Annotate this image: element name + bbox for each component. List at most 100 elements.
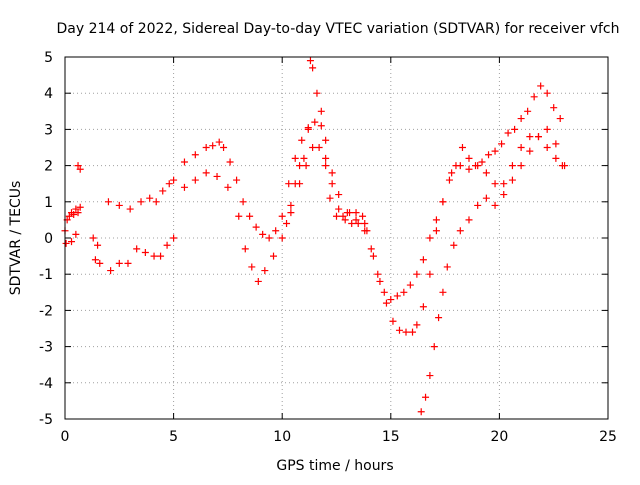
chart-title: Day 214 of 2022, Sidereal Day-to-day VTE… bbox=[56, 21, 619, 37]
data-point bbox=[265, 234, 273, 242]
data-point bbox=[152, 198, 160, 206]
y-axis-label: SDTVAR / TECUs bbox=[8, 181, 24, 296]
data-points bbox=[61, 57, 569, 416]
data-point bbox=[552, 154, 560, 162]
data-point bbox=[107, 267, 115, 275]
data-point bbox=[126, 205, 134, 213]
y-tick-label: 1 bbox=[44, 195, 53, 211]
data-point bbox=[445, 176, 453, 184]
data-point bbox=[435, 314, 443, 322]
data-point bbox=[159, 187, 167, 195]
data-point bbox=[252, 223, 260, 231]
data-point bbox=[448, 169, 456, 177]
y-tick-label: 3 bbox=[44, 122, 53, 138]
data-point bbox=[311, 118, 319, 126]
data-point bbox=[70, 210, 78, 218]
data-point bbox=[517, 144, 525, 151]
data-point bbox=[500, 191, 508, 199]
data-point bbox=[406, 281, 414, 289]
y-tick-label: -2 bbox=[39, 303, 53, 319]
data-point bbox=[259, 230, 267, 238]
data-point bbox=[419, 256, 427, 264]
data-point bbox=[343, 209, 351, 217]
data-point bbox=[278, 212, 286, 220]
data-point bbox=[241, 245, 249, 253]
data-point bbox=[89, 234, 97, 242]
x-tick-label: 0 bbox=[61, 429, 70, 445]
data-point bbox=[400, 288, 408, 296]
data-point bbox=[478, 158, 486, 166]
data-point bbox=[72, 205, 80, 213]
data-point bbox=[482, 194, 490, 202]
data-point bbox=[137, 198, 145, 206]
data-point bbox=[326, 194, 334, 202]
data-point bbox=[352, 216, 360, 224]
data-point bbox=[508, 176, 516, 184]
data-point bbox=[115, 259, 123, 267]
data-point bbox=[317, 107, 325, 115]
data-point bbox=[491, 180, 499, 188]
data-point bbox=[202, 169, 210, 177]
data-point bbox=[474, 162, 482, 170]
series-2 bbox=[62, 133, 569, 304]
data-point bbox=[341, 216, 349, 224]
data-point bbox=[226, 158, 234, 166]
axis-ticks: 0 5 10 15 20 25 -5 -4 -3 -2 -1 0 1 2 3 4 5 bbox=[39, 50, 617, 445]
x-tick-label: 25 bbox=[599, 429, 617, 445]
data-point bbox=[165, 180, 173, 188]
data-point bbox=[220, 144, 228, 151]
data-point bbox=[465, 165, 473, 173]
data-point bbox=[335, 191, 343, 199]
data-point bbox=[322, 136, 330, 144]
data-point bbox=[498, 140, 506, 148]
data-point bbox=[96, 259, 104, 267]
data-point bbox=[170, 176, 178, 184]
series-3 bbox=[283, 57, 566, 416]
data-point bbox=[91, 256, 99, 264]
y-tick-label: -3 bbox=[39, 340, 53, 356]
data-point bbox=[68, 238, 76, 246]
data-point bbox=[369, 252, 377, 260]
data-point bbox=[430, 343, 438, 351]
x-axis-label: GPS time / hours bbox=[276, 458, 393, 474]
data-point bbox=[233, 176, 241, 184]
data-point bbox=[450, 241, 458, 249]
data-point bbox=[504, 129, 512, 137]
data-point bbox=[422, 393, 430, 401]
data-point bbox=[141, 248, 149, 256]
data-point bbox=[367, 245, 375, 253]
data-point bbox=[333, 212, 340, 220]
data-point bbox=[191, 176, 199, 184]
data-point bbox=[239, 198, 247, 206]
data-point bbox=[500, 180, 508, 188]
data-point bbox=[304, 125, 312, 133]
y-tick-label: 5 bbox=[44, 50, 53, 66]
data-point bbox=[157, 252, 165, 260]
data-point bbox=[202, 144, 210, 151]
data-point bbox=[309, 144, 317, 151]
data-point bbox=[246, 212, 254, 220]
data-point bbox=[261, 267, 269, 275]
data-point bbox=[291, 180, 299, 188]
data-point bbox=[317, 122, 325, 130]
data-point bbox=[191, 151, 199, 159]
data-point bbox=[335, 205, 343, 213]
data-point bbox=[432, 216, 440, 224]
data-point bbox=[389, 317, 397, 325]
data-point bbox=[474, 201, 482, 209]
data-point bbox=[322, 154, 330, 162]
data-point bbox=[328, 169, 336, 177]
data-point bbox=[409, 328, 417, 336]
x-tick-label: 5 bbox=[169, 429, 178, 445]
data-point bbox=[417, 408, 425, 416]
data-point bbox=[272, 227, 280, 235]
data-point bbox=[511, 125, 519, 133]
y-tick-label: 2 bbox=[44, 159, 53, 175]
data-point bbox=[508, 162, 516, 170]
data-point bbox=[150, 252, 158, 260]
data-point bbox=[285, 180, 293, 188]
data-point bbox=[124, 259, 132, 267]
data-point bbox=[543, 144, 551, 151]
data-point bbox=[526, 147, 534, 155]
data-point bbox=[209, 142, 217, 150]
